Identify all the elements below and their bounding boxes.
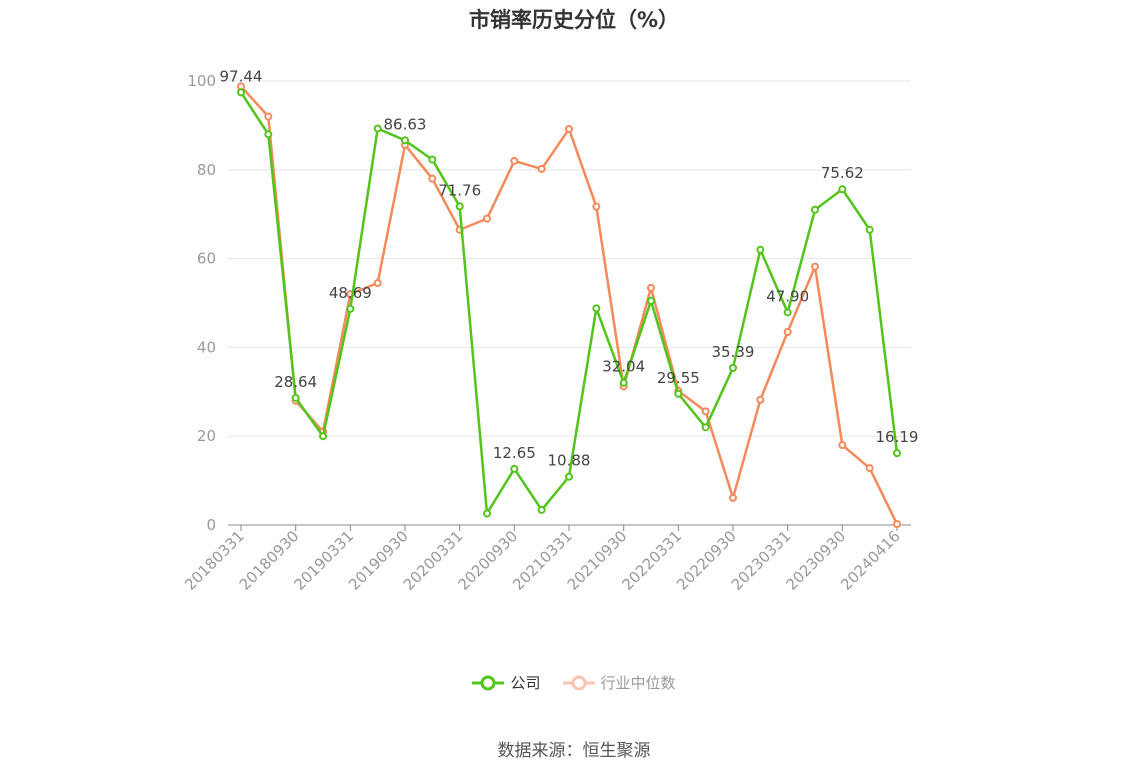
- legend: 公司 行业中位数: [0, 672, 1148, 693]
- legend-label-company: 公司: [510, 674, 541, 692]
- company-point: [701, 423, 710, 432]
- industry-point: [865, 464, 874, 473]
- company-point: [428, 155, 437, 164]
- industry-point: [811, 262, 819, 271]
- company-point: [237, 88, 245, 97]
- x-tick-label: 20240416: [837, 527, 904, 594]
- company-data-label: 47.90: [766, 287, 809, 305]
- y-tick-label: 40: [197, 338, 216, 356]
- legend-label-industry: 行业中位数: [600, 674, 676, 692]
- legend-industry-icon: [562, 675, 595, 690]
- company-point: [455, 202, 464, 211]
- series-lines: [237, 82, 901, 529]
- axes: 0204060801002018033120180930201903312019…: [181, 72, 911, 594]
- y-tick-label: 20: [197, 427, 216, 445]
- company-data-label: 16.19: [876, 428, 919, 446]
- company-point: [373, 124, 382, 133]
- company-point: [401, 136, 409, 145]
- company-data-label: 48.69: [329, 284, 372, 302]
- company-data-label: 75.62: [821, 164, 864, 182]
- company-point: [510, 464, 519, 473]
- industry-point: [537, 164, 546, 173]
- legend-item-company[interactable]: 公司: [472, 672, 541, 693]
- company-point: [483, 509, 491, 518]
- company-point: [893, 449, 901, 458]
- company-data-label: 12.65: [493, 444, 536, 462]
- industry-point: [592, 202, 601, 211]
- industry-point: [565, 124, 573, 133]
- y-tick-label: 100: [187, 72, 216, 90]
- industry-point: [373, 279, 382, 288]
- industry-point: [483, 214, 491, 223]
- legend-item-industry[interactable]: 行业中位数: [562, 672, 676, 693]
- y-tick-label: 80: [197, 161, 216, 179]
- company-point: [783, 308, 792, 317]
- company-point: [291, 393, 300, 402]
- company-data-label: 35.39: [712, 343, 755, 361]
- industry-point: [838, 441, 847, 450]
- industry-point: [647, 283, 655, 292]
- industry-point: [510, 156, 519, 165]
- industry-point: [428, 174, 437, 183]
- company-point: [565, 472, 573, 481]
- chart-title: 市销率历史分位（%）: [468, 8, 680, 32]
- company-point: [346, 304, 355, 313]
- industry-point: [264, 112, 273, 121]
- industry-point: [893, 520, 901, 529]
- company-data-label: 97.44: [220, 67, 263, 85]
- company-point: [647, 296, 655, 305]
- company-point: [756, 245, 765, 254]
- company-point: [838, 185, 847, 194]
- grid-lines: [228, 80, 911, 437]
- series-industry: [237, 82, 901, 529]
- company-data-label: 28.64: [274, 373, 317, 391]
- industry-point: [756, 395, 765, 404]
- company-data-label: 29.55: [657, 369, 700, 387]
- industry-point: [701, 407, 710, 416]
- company-point: [537, 505, 546, 514]
- company-point: [592, 304, 601, 313]
- line-chart: 0204060801002018033120180930201903312019…: [181, 67, 919, 594]
- industry-point: [729, 493, 737, 502]
- company-point: [619, 378, 628, 387]
- company-data-label: 86.63: [384, 115, 427, 133]
- source-note: 数据来源：恒生聚源: [497, 741, 651, 761]
- legend-company-icon: [472, 675, 505, 690]
- company-data-label: 32.04: [602, 358, 645, 376]
- company-data-label: 10.88: [548, 452, 591, 470]
- company-point: [865, 225, 874, 234]
- company-point: [319, 432, 327, 441]
- series-company: [237, 88, 901, 518]
- y-tick-label: 0: [206, 516, 216, 534]
- company-point: [729, 363, 737, 372]
- company-point: [674, 389, 683, 398]
- data-labels: 97.44 28.64 48.69 86.63 71.76 12.65 10.88 32.04…: [220, 67, 919, 469]
- industry-point: [783, 327, 792, 336]
- company-data-label: 71.76: [438, 181, 481, 199]
- y-tick-label: 60: [197, 250, 216, 268]
- company-point: [811, 205, 819, 214]
- company-point: [264, 130, 273, 139]
